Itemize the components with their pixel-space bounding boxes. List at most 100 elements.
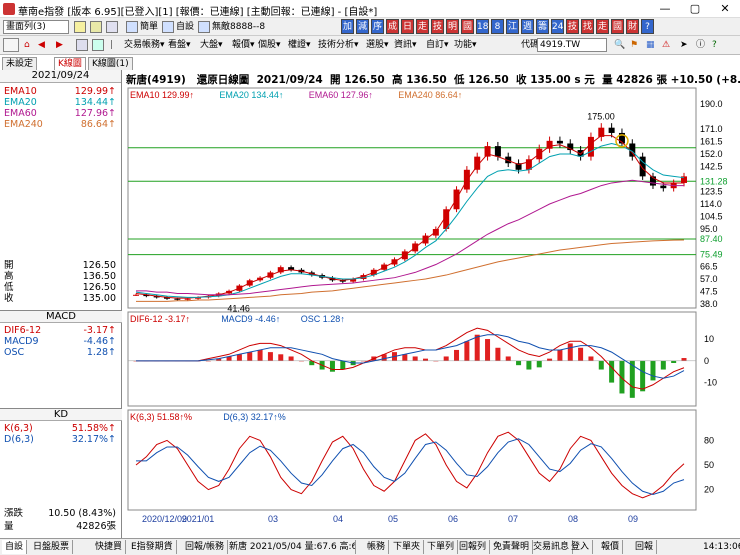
hotkey-button[interactable]: 日 (401, 19, 414, 34)
toolbar-menu-item[interactable]: 個股▾ (258, 40, 281, 50)
toolbar-menu-item[interactable]: 自訂▾ (426, 40, 449, 50)
status-tab[interactable]: 快捷買 (92, 540, 127, 554)
status-button[interactable]: 回報 (632, 540, 658, 554)
status-button[interactable]: 回報列 (456, 540, 491, 554)
info-icon[interactable]: ⓘ (696, 40, 706, 50)
hotkey-button[interactable]: 18 (476, 19, 489, 34)
status-button[interactable]: 下單夾 (390, 540, 425, 554)
tab-unset[interactable]: 未設定 (2, 57, 38, 70)
menu-simple[interactable]: 簡單 (140, 22, 159, 32)
status-button[interactable]: 下單列 (424, 540, 459, 554)
pin-icon[interactable] (3, 38, 19, 52)
kd-row: D(6,3) 32.17%↑ (4, 434, 120, 445)
alert-icon[interactable]: ⚠ (662, 40, 671, 50)
toolbar-menu-item[interactable]: 權證▾ (288, 40, 311, 50)
osc-bar (443, 356, 449, 361)
low-annotation: 41.46 (227, 303, 250, 313)
candle-body (618, 132, 625, 144)
hotkey-button[interactable]: 序 (371, 19, 384, 34)
price-tick-label: 75.49 (700, 250, 723, 260)
hotkey-button[interactable]: 國 (461, 19, 474, 34)
volume-header-label: 量 (602, 74, 613, 86)
osc-bar (226, 356, 232, 361)
toolbar-menu-item[interactable]: 技術分析▾ (318, 40, 359, 50)
toolbar-menu-item[interactable]: 大盤▾ (200, 40, 223, 50)
osc-bar (619, 360, 625, 394)
hotkey-button[interactable]: 財 (626, 19, 639, 34)
toolbar-menu-item[interactable]: 選股▾ (366, 40, 389, 50)
hotkey-button[interactable]: 8 (491, 19, 504, 34)
candle-body (556, 140, 563, 144)
status-button[interactable]: 交易訊息 (530, 540, 574, 554)
hotkey-button[interactable]: 成 (386, 19, 399, 34)
help-icon[interactable]: ? (712, 40, 717, 50)
add-icon[interactable] (106, 21, 118, 33)
layout-8888-icon[interactable] (198, 21, 210, 33)
high-label: 高 (392, 74, 403, 86)
tab-kline-1[interactable]: K線圖(1) (88, 57, 133, 70)
status-button[interactable]: 免責聲明 (490, 540, 534, 554)
x-tick-label: 2020/12/09 (142, 514, 187, 524)
candle-body (494, 146, 501, 157)
hotkey-button[interactable]: 找 (581, 19, 594, 34)
cursor-icon[interactable]: ➤ (680, 40, 688, 50)
hotkey-button[interactable]: 國 (611, 19, 624, 34)
candle-body (133, 294, 139, 296)
hotkey-button[interactable]: 籌 (536, 19, 549, 34)
maximize-button[interactable]: ▢ (689, 2, 701, 15)
menu-8888[interactable]: 無敵8888--8 (212, 22, 266, 32)
hotkey-button[interactable]: 技 (566, 19, 579, 34)
osc-bar (660, 360, 666, 370)
search-icon[interactable]: 🔍 (614, 40, 626, 50)
price-tick-label: 123.5 (700, 187, 723, 197)
volume-row: 量 42826張 (4, 521, 120, 532)
hotkey-button[interactable]: 減 (356, 19, 369, 34)
edit-icon[interactable] (90, 21, 102, 33)
hotkey-button[interactable]: 加 (341, 19, 354, 34)
hotkey-button[interactable]: 週 (521, 19, 534, 34)
layout-simple-icon[interactable] (126, 21, 138, 33)
hotkey-button[interactable]: 技 (431, 19, 444, 34)
status-tab[interactable]: 回報/帳務 (182, 540, 229, 554)
hotkey-button[interactable]: 24 (551, 19, 564, 34)
new-icon[interactable] (74, 21, 86, 33)
print-icon[interactable] (76, 39, 88, 51)
osc-bar (671, 360, 677, 363)
tab-kline[interactable]: K線圖 (54, 57, 86, 70)
hotkey-button[interactable]: 明 (446, 19, 459, 34)
back-icon[interactable]: ◀ (38, 40, 45, 50)
layout-custom-icon[interactable] (162, 21, 174, 33)
hotkey-button[interactable]: 走 (596, 19, 609, 34)
toolbar-menu-item[interactable]: 交易帳務▾ (124, 40, 165, 50)
status-tab[interactable]: E指發期貨 (128, 540, 177, 554)
candle-body (587, 136, 594, 157)
toolbar-menu-item[interactable]: 資訊▾ (394, 40, 417, 50)
toolbar-menu-item[interactable]: 報價▾ (232, 40, 255, 50)
home-icon[interactable]: ⌂ (24, 40, 30, 50)
status-button[interactable]: 帳務 (364, 540, 390, 554)
status-button[interactable]: 報價 (598, 540, 624, 554)
status-tab[interactable]: 自設 (2, 540, 28, 554)
refresh-icon[interactable] (92, 39, 104, 51)
close-button[interactable]: ✕ (720, 2, 730, 15)
status-tab[interactable]: 日盤股票 (30, 540, 74, 554)
hotkey-button[interactable]: ? (641, 19, 654, 34)
menu-custom[interactable]: 自設 (176, 22, 195, 32)
minimize-button[interactable]: — (659, 2, 671, 15)
toolbar-menu-item[interactable]: 功能▾ (454, 40, 477, 50)
candle-body (288, 267, 295, 270)
status-button[interactable]: 登入 (568, 540, 594, 554)
layout-select[interactable]: 畫面列(3) (3, 20, 69, 34)
filter-icon[interactable]: ⚑ (630, 40, 639, 50)
hotkey-button[interactable]: 江 (506, 19, 519, 34)
candle-body (432, 229, 439, 236)
forward-icon[interactable]: ▶ (56, 40, 63, 50)
macd-tick-label: -10 (704, 378, 717, 388)
grid-icon[interactable]: ▦ (646, 40, 655, 50)
toolbar-menu-item[interactable]: 看盤▾ (168, 40, 191, 50)
macd-tick-label: 0 (704, 356, 709, 366)
stock-code-input[interactable]: 4919.TW (537, 38, 607, 52)
hotkey-button[interactable]: 走 (416, 19, 429, 34)
candle-body (164, 297, 171, 299)
